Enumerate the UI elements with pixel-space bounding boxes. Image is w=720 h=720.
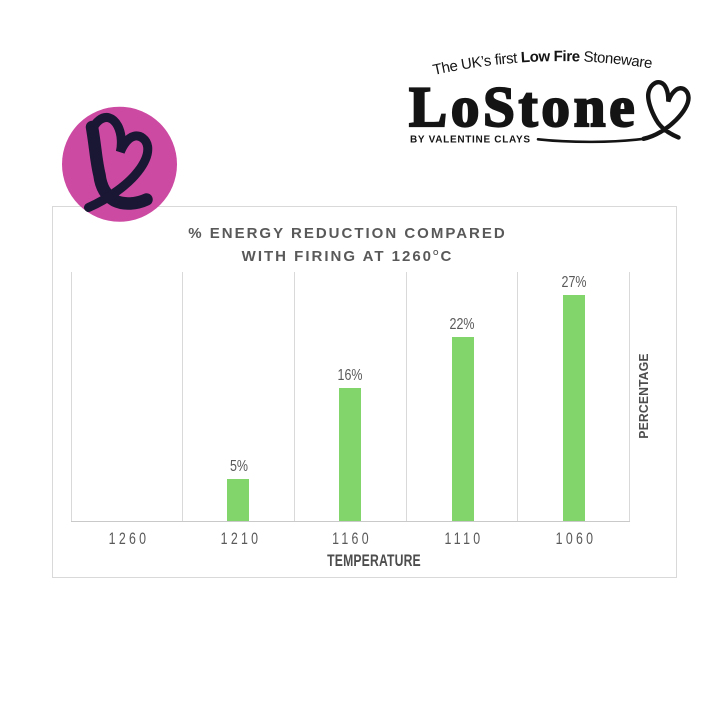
svg-text:LoStone: LoStone	[409, 76, 638, 139]
svg-text:BY VALENTINE CLAYS: BY VALENTINE CLAYS	[410, 135, 531, 146]
svg-text:The UK’s first Low Fire Stonew: The UK’s first Low Fire Stoneware	[431, 48, 653, 79]
